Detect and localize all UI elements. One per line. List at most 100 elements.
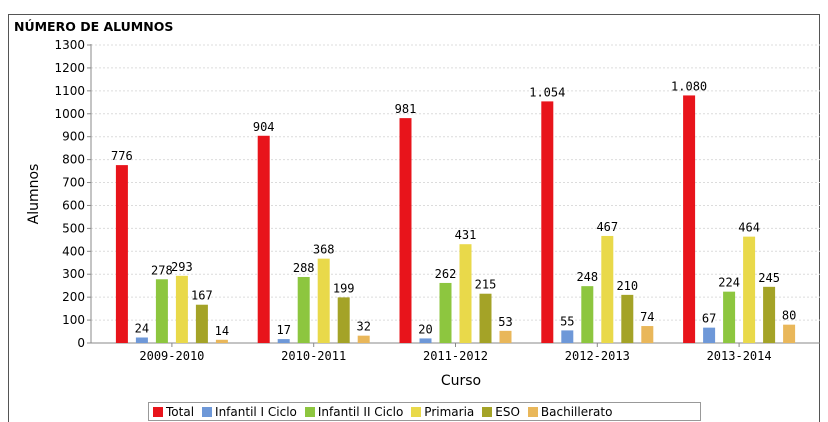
legend-item: Primaria	[411, 405, 474, 419]
data-label: 20	[418, 322, 432, 336]
y-tick-label: 100	[62, 313, 85, 327]
grid-lines	[91, 44, 820, 321]
legend-swatch	[527, 406, 538, 417]
y-tick-label: 500	[62, 221, 85, 235]
bar-primaria	[175, 275, 188, 343]
x-axis-title: Curso	[441, 373, 481, 389]
data-label: 224	[718, 276, 740, 290]
data-label: 199	[333, 281, 355, 295]
bar-total	[257, 135, 270, 343]
legend-swatch	[482, 406, 493, 417]
bar-infantil-i-ciclo	[703, 327, 716, 343]
x-tick-label: 2011-2012	[423, 349, 488, 363]
bar-infantil-ii-ciclo	[155, 279, 168, 343]
legend-label: Primaria	[424, 404, 475, 419]
bar-infantil-i-ciclo	[135, 337, 148, 343]
y-tick-label: 1000	[54, 107, 85, 121]
data-label: 431	[455, 228, 477, 242]
legend-label: Bachillerato	[540, 404, 613, 419]
data-label: 167	[191, 289, 213, 303]
legend-label: Total	[166, 404, 195, 419]
bar-bachillerato	[215, 339, 228, 343]
bar-total	[115, 165, 128, 343]
data-label: 776	[111, 149, 133, 163]
data-label: 215	[475, 278, 497, 292]
y-axis-title: Alumnos	[26, 164, 42, 225]
y-tick-label: 1300	[54, 38, 85, 52]
x-tick-label: 2010-2011	[281, 349, 346, 363]
data-label: 1.054	[529, 85, 565, 99]
bar-primaria	[601, 235, 614, 343]
bar-primaria	[743, 236, 756, 343]
legend-item: ESO	[482, 405, 520, 419]
axes: 0 100 200 300 400 500 600 700 800 900 1000 1100 1200…	[54, 38, 820, 363]
legend-swatch	[411, 406, 422, 417]
data-label: 74	[640, 310, 654, 324]
bar-eso	[621, 294, 634, 343]
data-label: 1.080	[671, 79, 707, 93]
x-tick-label: 2013-2014	[707, 349, 772, 363]
data-label: 262	[435, 267, 457, 281]
data-label: 245	[758, 271, 780, 285]
bar-infantil-ii-ciclo	[581, 286, 594, 343]
legend-swatch	[202, 406, 213, 417]
data-label: 53	[498, 315, 512, 329]
legend-swatch	[304, 406, 315, 417]
bar-bachillerato	[357, 335, 370, 343]
legend-label: ESO	[495, 404, 520, 419]
legend-item: Infantil I Ciclo	[202, 405, 297, 419]
data-label: 293	[171, 260, 193, 274]
data-label: 464	[738, 221, 760, 235]
x-tick-label: 2012-2013	[565, 349, 630, 363]
chart-title: NÚMERO DE ALUMNOS	[14, 19, 174, 34]
bar-eso	[479, 293, 492, 343]
legend-label: Infantil II Ciclo	[317, 404, 404, 419]
data-label: 904	[253, 120, 275, 134]
bar-primaria	[317, 258, 330, 343]
bar-total	[683, 95, 696, 343]
bar-infantil-ii-ciclo	[439, 282, 452, 343]
data-label: 67	[702, 312, 716, 326]
data-label: 248	[576, 270, 598, 284]
data-label: 278	[151, 263, 173, 277]
y-tick-label: 1200	[54, 61, 85, 75]
data-label: 80	[782, 309, 796, 323]
data-label: 288	[293, 261, 315, 275]
legend-item: Bachillerato	[527, 404, 613, 419]
y-tick-label: 400	[62, 244, 85, 258]
data-label: 981	[395, 102, 417, 116]
bar-eso	[337, 297, 350, 343]
data-label: 32	[356, 320, 370, 334]
bars	[115, 95, 796, 343]
bar-total	[541, 101, 554, 343]
data-label: 24	[135, 321, 149, 335]
bar-primaria	[459, 244, 472, 343]
bar-bachillerato	[783, 324, 796, 343]
bar-bachillerato	[641, 326, 654, 343]
y-tick-label: 600	[62, 198, 85, 212]
y-tick-label: 900	[62, 130, 85, 144]
bar-total	[399, 118, 412, 343]
bar-eso	[763, 286, 776, 343]
bar-bachillerato	[499, 330, 512, 343]
bar-infantil-ii-ciclo	[723, 291, 736, 343]
bar-infantil-ii-ciclo	[297, 276, 310, 343]
chart-frame	[8, 14, 820, 422]
legend-label: Infantil I Ciclo	[215, 404, 297, 419]
data-label: 14	[215, 324, 229, 338]
y-tick-label: 700	[62, 176, 85, 190]
y-tick-label: 0	[77, 336, 85, 350]
legend-swatch	[153, 406, 163, 417]
bar-infantil-i-ciclo	[277, 339, 290, 343]
y-tick-label: 800	[62, 153, 85, 167]
y-tick-label: 200	[62, 290, 85, 304]
data-label: 55	[560, 314, 574, 328]
y-tick-label: 300	[62, 267, 85, 281]
data-label: 17	[276, 323, 290, 337]
data-label: 210	[616, 279, 638, 293]
legend: Total Infantil I Ciclo Infantil II Ciclo Pr…	[148, 402, 701, 421]
data-label: 467	[596, 220, 618, 234]
x-tick-label: 2009-2010	[139, 349, 204, 363]
